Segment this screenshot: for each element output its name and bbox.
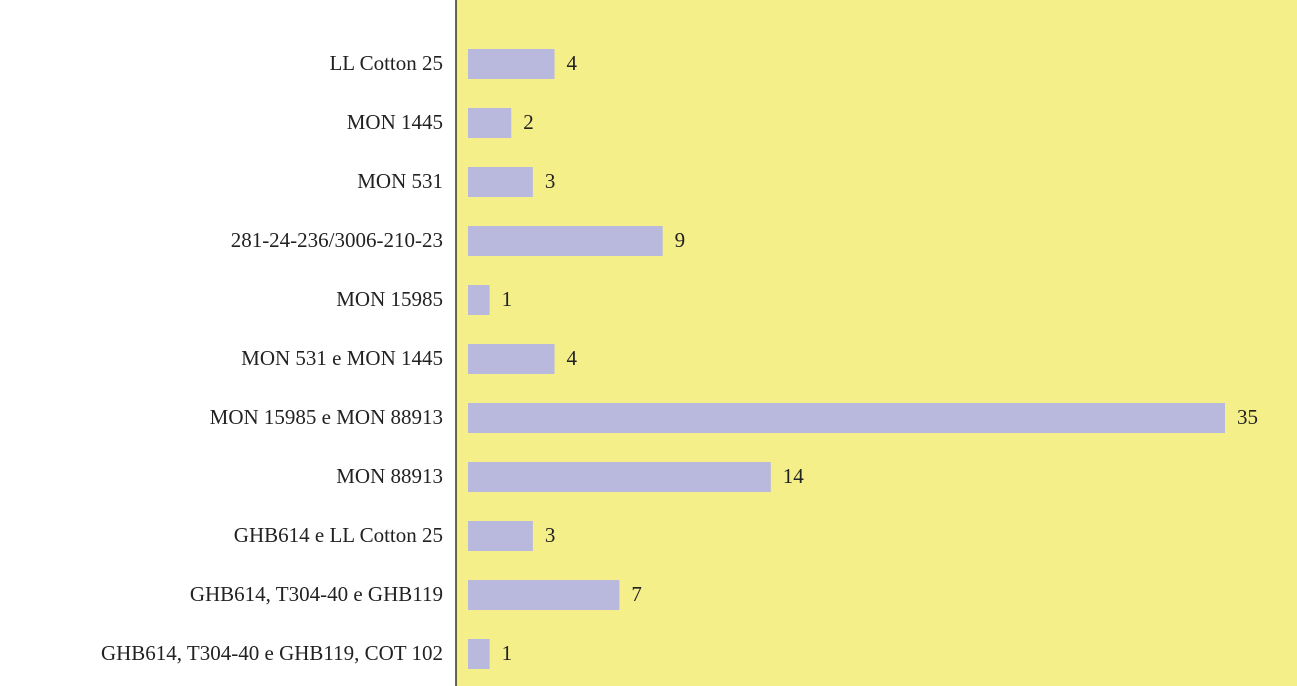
bar bbox=[468, 344, 555, 374]
y-tick-label: GHB614, T304-40 e GHB119 bbox=[190, 582, 443, 606]
bar bbox=[468, 108, 512, 138]
value-label: 35 bbox=[1237, 405, 1258, 429]
value-label: 1 bbox=[502, 287, 512, 311]
y-tick-label: GHB614 e LL Cotton 25 bbox=[234, 523, 443, 547]
value-label: 9 bbox=[675, 228, 686, 252]
y-tick-label: MON 15985 e MON 88913 bbox=[210, 405, 443, 429]
y-tick-label: GHB614, T304-40 e GHB119, COT 102 bbox=[101, 641, 443, 665]
y-tick-label: MON 88913 bbox=[336, 464, 443, 488]
y-tick-label: LL Cotton 25 bbox=[329, 51, 443, 75]
value-label: 2 bbox=[523, 110, 534, 134]
y-tick-label: MON 531 e MON 1445 bbox=[241, 346, 443, 370]
bar bbox=[468, 167, 533, 197]
value-label: 14 bbox=[783, 464, 805, 488]
y-tick-label: MON 15985 bbox=[336, 287, 443, 311]
plot-area bbox=[456, 0, 1297, 686]
value-label: 4 bbox=[567, 346, 578, 370]
bar bbox=[468, 639, 490, 669]
value-label: 3 bbox=[545, 523, 556, 547]
y-tick-label: MON 531 bbox=[357, 169, 443, 193]
bar bbox=[468, 462, 771, 492]
bar bbox=[468, 285, 490, 315]
bar bbox=[468, 521, 533, 551]
bar bbox=[468, 403, 1225, 433]
value-label: 1 bbox=[502, 641, 512, 665]
y-tick-label: MON 1445 bbox=[347, 110, 443, 134]
y-tick-label: 281-24-236/3006-210-23 bbox=[231, 228, 443, 252]
bar bbox=[468, 49, 555, 79]
bar bbox=[468, 226, 663, 256]
bar bbox=[468, 580, 620, 610]
value-label: 4 bbox=[567, 51, 578, 75]
value-label: 7 bbox=[631, 582, 642, 606]
value-label: 3 bbox=[545, 169, 556, 193]
